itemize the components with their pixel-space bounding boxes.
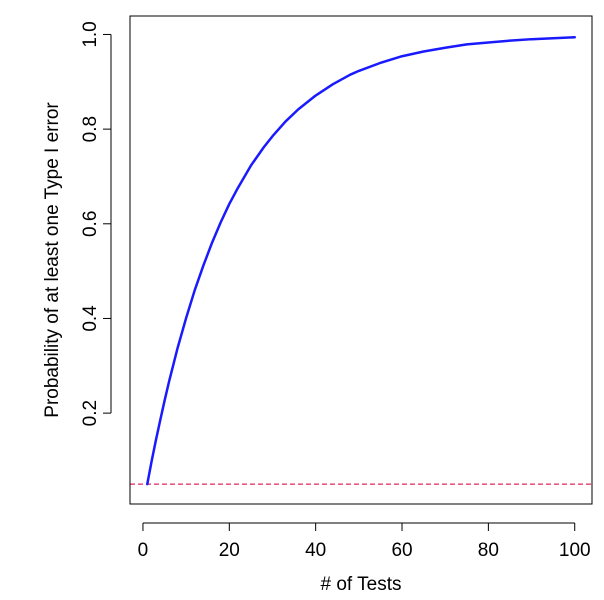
x-tick-label: 0 [138,540,149,561]
x-tick-label: 40 [305,540,326,561]
x-axis-title: # of Tests [321,574,402,595]
x-tick-label: 80 [478,540,499,561]
x-axis: 0 20 40 60 80 100 [138,522,591,561]
y-tick-label: 0.8 [80,116,101,142]
y-tick-label: 0.2 [80,400,101,426]
plot-layer [130,36,592,486]
y-axis: 0.2 0.4 0.6 0.8 1.0 [80,21,112,426]
series-line-1 [146,36,576,486]
y-tick-label: 1.0 [80,21,101,47]
plot-frame [129,15,593,505]
y-tick-label: 0.4 [80,305,101,332]
x-tick-label: 100 [559,540,591,561]
y-axis-title: Probability of at least one Type I error [42,102,63,418]
x-tick-label: 60 [391,540,412,561]
y-tick-label: 0.6 [80,211,101,237]
x-tick-label: 20 [219,540,240,561]
